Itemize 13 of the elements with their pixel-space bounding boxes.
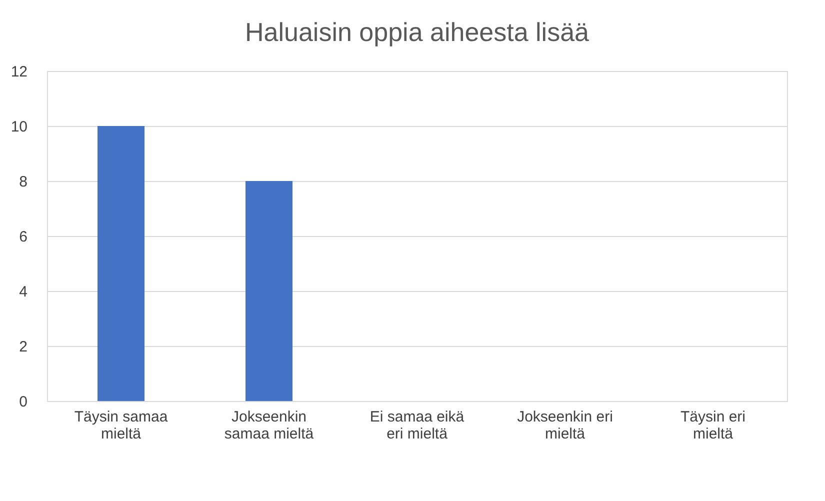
y-tick-label: 8 (19, 174, 28, 190)
y-tick-label: 12 (10, 64, 28, 80)
y-tick-label: 2 (19, 338, 28, 356)
chart-title: Haluaisin oppia aiheesta lisää (244, 17, 590, 47)
y-tick-label: 0 (19, 394, 28, 410)
x-tick-label: Ei samaa eikä eri mieltä (370, 408, 465, 442)
y-tick-label: 4 (19, 284, 28, 300)
y-tick-label: 10 (10, 118, 28, 136)
x-tick-label: Jokseenkin samaa mieltä (224, 408, 314, 442)
x-tick-label: Täysin samaa mieltä (74, 408, 168, 442)
x-tick-label: Jokseenkin eri mieltä (517, 408, 613, 442)
y-tick-label: 6 (19, 228, 28, 246)
x-tick-label: Täysin eri mieltä (680, 408, 746, 442)
